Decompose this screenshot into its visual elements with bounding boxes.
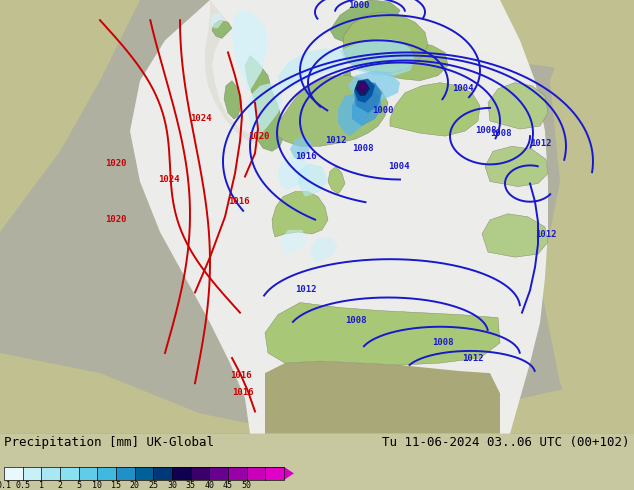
- Bar: [41, 467, 60, 480]
- Polygon shape: [0, 0, 140, 232]
- Bar: [23, 467, 41, 480]
- Text: 2: 2: [58, 481, 63, 490]
- Polygon shape: [352, 89, 382, 126]
- Text: 1008: 1008: [352, 144, 373, 153]
- Bar: [266, 467, 284, 480]
- Bar: [153, 467, 172, 480]
- Polygon shape: [280, 230, 308, 254]
- Polygon shape: [265, 302, 500, 365]
- Bar: [228, 467, 247, 480]
- Polygon shape: [540, 0, 634, 434]
- Text: 1016: 1016: [232, 389, 254, 397]
- Polygon shape: [482, 214, 548, 257]
- Text: 1012: 1012: [295, 286, 316, 294]
- Text: 30: 30: [167, 481, 177, 490]
- Text: Tu 11-06-2024 03..06 UTC (00+102): Tu 11-06-2024 03..06 UTC (00+102): [382, 436, 630, 449]
- Text: 0.1: 0.1: [0, 481, 11, 490]
- Polygon shape: [340, 38, 415, 75]
- Text: 1016: 1016: [295, 152, 316, 161]
- Polygon shape: [354, 83, 382, 113]
- Polygon shape: [130, 0, 548, 434]
- Text: 0.5: 0.5: [15, 481, 30, 490]
- Text: 1008: 1008: [490, 129, 512, 138]
- Text: 45: 45: [223, 481, 233, 490]
- Polygon shape: [390, 83, 480, 136]
- Polygon shape: [300, 0, 634, 71]
- Bar: [98, 467, 116, 480]
- Text: 35: 35: [186, 481, 196, 490]
- Text: Precipitation [mm] UK-Global: Precipitation [mm] UK-Global: [4, 436, 214, 449]
- Bar: [134, 467, 153, 480]
- Text: 1012: 1012: [325, 136, 347, 145]
- Polygon shape: [0, 353, 634, 434]
- Text: 1024: 1024: [158, 174, 179, 184]
- Text: 5: 5: [76, 481, 81, 490]
- Polygon shape: [245, 55, 285, 151]
- Polygon shape: [342, 71, 352, 91]
- Polygon shape: [338, 93, 370, 136]
- Text: 1008: 1008: [345, 316, 366, 325]
- Polygon shape: [298, 163, 328, 196]
- Polygon shape: [0, 0, 634, 434]
- Text: 1000: 1000: [348, 1, 370, 10]
- Bar: [209, 467, 228, 480]
- Text: 1008: 1008: [475, 126, 496, 135]
- Text: 1020: 1020: [248, 132, 269, 141]
- Polygon shape: [328, 167, 345, 194]
- Text: 1000: 1000: [372, 106, 394, 115]
- Text: 1016: 1016: [230, 371, 252, 380]
- Polygon shape: [354, 79, 375, 103]
- Text: 1024: 1024: [190, 114, 212, 123]
- Bar: [191, 467, 209, 480]
- Polygon shape: [485, 146, 548, 187]
- Polygon shape: [284, 467, 294, 480]
- Polygon shape: [348, 71, 400, 101]
- Polygon shape: [278, 75, 388, 146]
- Polygon shape: [224, 81, 242, 119]
- Text: 25: 25: [148, 481, 158, 490]
- Text: 1012: 1012: [535, 230, 557, 239]
- Text: 20: 20: [130, 481, 139, 490]
- Polygon shape: [290, 136, 312, 159]
- Polygon shape: [265, 361, 500, 434]
- Text: 1008: 1008: [432, 338, 453, 347]
- Polygon shape: [310, 237, 338, 262]
- Polygon shape: [232, 10, 268, 91]
- Text: 1004: 1004: [452, 84, 474, 93]
- Bar: [79, 467, 98, 480]
- Polygon shape: [212, 20, 232, 38]
- Bar: [4, 467, 284, 480]
- Text: 1012: 1012: [462, 354, 484, 363]
- Text: 40: 40: [204, 481, 214, 490]
- Text: 10: 10: [93, 481, 102, 490]
- Bar: [247, 467, 266, 480]
- Bar: [60, 467, 79, 480]
- Polygon shape: [380, 42, 448, 81]
- Text: 1016: 1016: [228, 196, 250, 206]
- Polygon shape: [278, 49, 348, 91]
- Polygon shape: [343, 12, 428, 73]
- Text: 1004: 1004: [388, 162, 410, 171]
- Text: 50: 50: [242, 481, 252, 490]
- Polygon shape: [488, 83, 548, 129]
- Polygon shape: [248, 83, 282, 141]
- Polygon shape: [272, 192, 328, 237]
- Text: 1012: 1012: [530, 139, 552, 148]
- Text: 1: 1: [39, 481, 44, 490]
- Text: 1020: 1020: [105, 159, 127, 169]
- Polygon shape: [355, 81, 370, 96]
- Polygon shape: [205, 0, 265, 143]
- Bar: [172, 467, 191, 480]
- Polygon shape: [278, 156, 310, 190]
- Text: 15: 15: [111, 481, 121, 490]
- Polygon shape: [210, 12, 224, 28]
- Polygon shape: [330, 0, 400, 42]
- Text: 1020: 1020: [105, 215, 127, 224]
- Polygon shape: [358, 81, 368, 93]
- Bar: [116, 467, 134, 480]
- Bar: [4, 467, 23, 480]
